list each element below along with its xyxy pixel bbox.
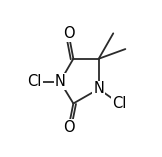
Text: O: O <box>63 26 74 41</box>
Text: N: N <box>93 81 104 96</box>
Text: Cl: Cl <box>28 74 42 89</box>
Text: N: N <box>55 74 65 89</box>
Text: Cl: Cl <box>112 96 127 111</box>
Text: O: O <box>63 120 74 135</box>
